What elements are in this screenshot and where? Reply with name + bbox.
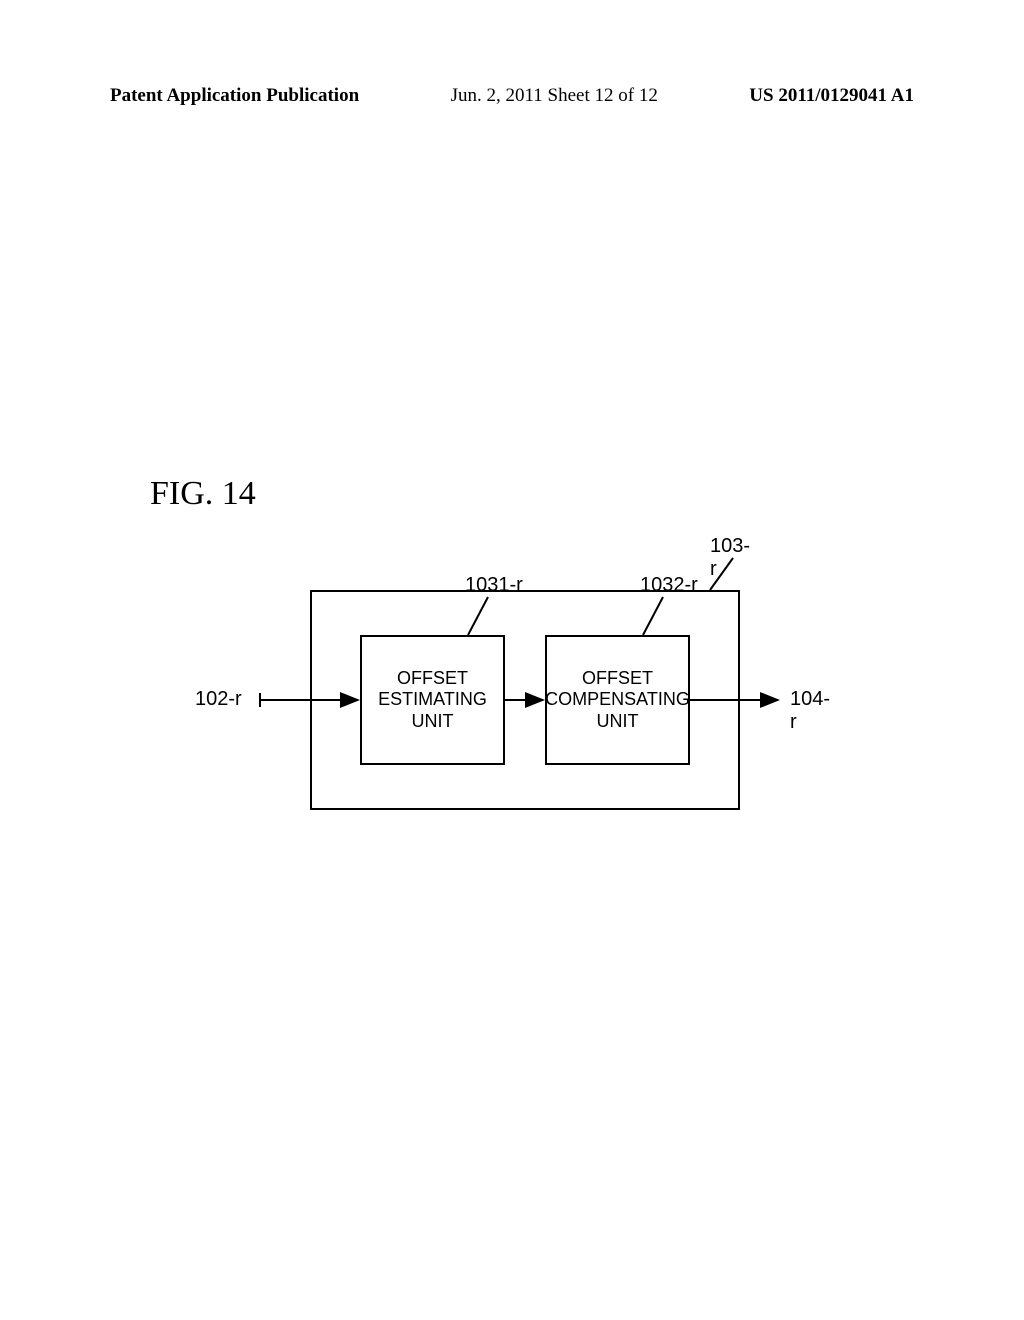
header-patent-number: US 2011/0129041 A1	[749, 85, 914, 107]
header-date-sheet: Jun. 2, 2011 Sheet 12 of 12	[451, 85, 658, 107]
diagram-arrows-leaders	[310, 535, 910, 835]
figure-label: FIG. 14	[150, 475, 256, 513]
block-diagram: OFFSET ESTIMATING UNIT OFFSET COMPENSATI…	[310, 535, 740, 775]
input-signal-label: 102-r	[195, 688, 242, 711]
header-publication: Patent Application Publication	[110, 85, 359, 107]
page-header: Patent Application Publication Jun. 2, 2…	[0, 85, 1024, 107]
